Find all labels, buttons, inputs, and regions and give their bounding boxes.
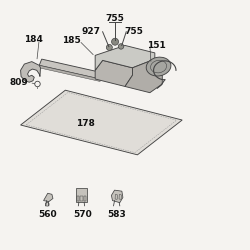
Circle shape <box>112 38 118 45</box>
Polygon shape <box>39 59 103 79</box>
Text: 184: 184 <box>24 35 42 44</box>
Text: 178: 178 <box>76 119 95 128</box>
Text: 151: 151 <box>147 41 166 50</box>
Ellipse shape <box>146 57 171 76</box>
Bar <box>84 196 86 200</box>
Circle shape <box>45 202 49 206</box>
Polygon shape <box>20 62 40 82</box>
Text: 570: 570 <box>73 210 92 218</box>
Text: 809: 809 <box>10 78 29 87</box>
Text: 185: 185 <box>62 36 81 45</box>
Polygon shape <box>125 59 162 93</box>
Text: 583: 583 <box>107 210 126 218</box>
Bar <box>76 188 87 202</box>
Circle shape <box>106 44 112 51</box>
Circle shape <box>118 44 124 49</box>
Text: 560: 560 <box>38 210 57 218</box>
Text: 755: 755 <box>106 14 124 22</box>
Text: 927: 927 <box>82 27 101 36</box>
Polygon shape <box>112 190 123 203</box>
Bar <box>77 196 79 200</box>
Polygon shape <box>20 90 182 155</box>
Polygon shape <box>95 46 155 70</box>
Polygon shape <box>44 193 53 202</box>
Text: 755: 755 <box>124 27 143 36</box>
Bar <box>80 196 82 200</box>
Polygon shape <box>95 60 132 86</box>
Polygon shape <box>39 65 100 82</box>
